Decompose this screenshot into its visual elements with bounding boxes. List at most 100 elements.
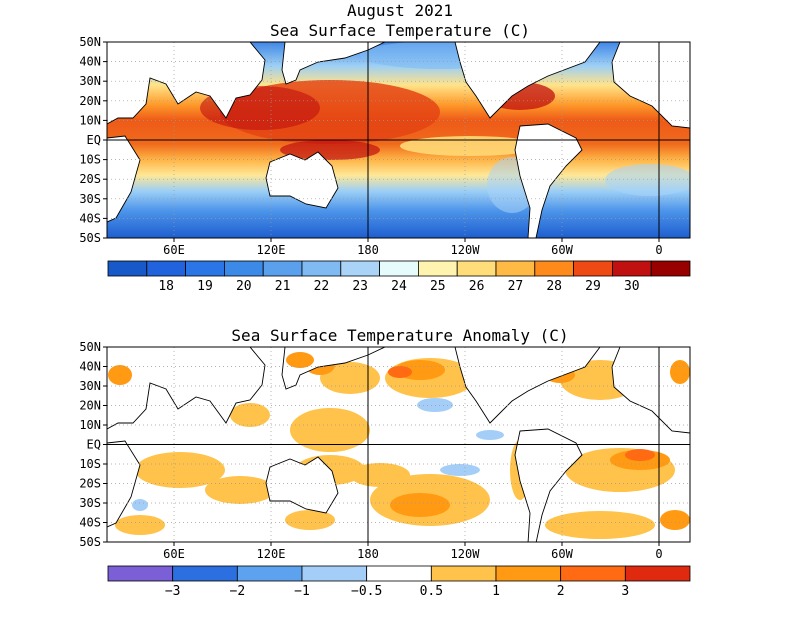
anomaly-field: [107, 347, 690, 542]
sst-colorbar-label: 24: [391, 279, 407, 294]
asia-africa-land: [107, 347, 266, 430]
sst-lat-label: 40N: [79, 55, 101, 69]
sst-colorbar: [107, 260, 691, 277]
anomaly-lon-label: 60E: [163, 547, 185, 561]
anomaly-lat-label: 40N: [79, 360, 101, 374]
anomaly-lat-label: 50N: [79, 340, 101, 354]
sst-lon-label: 120W: [451, 243, 481, 257]
sst-lat-label: 10N: [79, 113, 101, 127]
sst-lat-labels: 50N 40N 30N 20N 10N EQ 10S 20S 30S 40S 5…: [79, 35, 101, 245]
colorbar-swatch: [379, 260, 419, 277]
sst-lon-labels: 60E 120E 180 120W 60W 0: [163, 243, 662, 257]
colorbar-swatch: [340, 260, 380, 277]
sst-colorbar-label: 21: [275, 279, 291, 294]
colorbar-swatch: [612, 260, 652, 277]
sst-lat-label: 30S: [79, 192, 101, 206]
colorbar-swatch: [417, 260, 458, 277]
chart-title-month: August 2021: [347, 1, 453, 20]
colorbar-swatch: [560, 565, 626, 582]
anomaly-colorbar-labels: −3 −2 −1 −0.5 0.5 1 2 3: [165, 584, 629, 599]
south-america-land: [514, 428, 583, 542]
colorbar-swatch: [495, 260, 536, 277]
colorbar-swatch: [456, 260, 497, 277]
sst-lat-label: 20S: [79, 172, 101, 186]
colorbar-swatch: [146, 260, 187, 277]
north-asia-land: [281, 42, 386, 85]
sst-colorbar-label: 25: [430, 279, 446, 294]
anomaly-lat-label: 10N: [79, 418, 101, 432]
anomaly-lon-label: 60W: [551, 547, 573, 561]
anomaly-lat-label: 20N: [79, 399, 101, 413]
colorbar-swatch: [223, 260, 264, 277]
anomaly-lat-label: 30N: [79, 379, 101, 393]
sst-lat-label: EQ: [87, 133, 101, 147]
anomaly-lon-label: 180: [357, 547, 379, 561]
anomaly-lat-label: 20S: [79, 477, 101, 491]
sst-colorbar-label: 20: [236, 279, 252, 294]
asia-africa-land: [107, 42, 266, 125]
colorbar-swatch: [534, 260, 574, 277]
sst-colorbar-label: 23: [352, 279, 368, 294]
anomaly-lon-label: 0: [655, 547, 662, 561]
anomaly-colorbar: [107, 565, 691, 582]
sst-landmasses: [107, 42, 690, 238]
anomaly-lat-label: EQ: [87, 438, 101, 452]
sst-lat-label: 20N: [79, 94, 101, 108]
sst-lat-label: 50S: [79, 231, 101, 245]
sst-lon-label: 60W: [551, 243, 573, 257]
anomaly-colorbar-label: −2: [230, 584, 246, 599]
sst-colorbar-label: 30: [624, 279, 640, 294]
sst-lon-label: 180: [357, 243, 379, 257]
anomaly-colorbar-label: 2: [557, 584, 565, 599]
sst-gridlines: [107, 42, 690, 238]
anomaly-colorbar-label: 3: [621, 584, 629, 599]
sst-lat-label: 10S: [79, 153, 101, 167]
colorbar-swatch: [495, 565, 562, 582]
sst-colorbar-label: 28: [546, 279, 562, 294]
colorbar-swatch: [172, 565, 238, 582]
anomaly-lon-label: 120W: [451, 547, 481, 561]
south-america-land: [514, 123, 583, 238]
anomaly-colorbar-label: −0.5: [351, 584, 382, 599]
sst-colorbar-label: 22: [314, 279, 330, 294]
colorbar-swatch: [107, 565, 174, 582]
colorbar-swatch: [301, 565, 368, 582]
colorbar-swatch: [262, 260, 303, 277]
sst-colorbar-label: 19: [197, 279, 213, 294]
colorbar-swatch: [236, 565, 303, 582]
sst-colorbar-labels: 18 19 20 21 22 23 24 25 26 27 28 29 30: [158, 279, 639, 294]
colorbar-swatch: [107, 260, 148, 277]
sst-colorbar-label: 29: [585, 279, 601, 294]
colorbar-swatch: [301, 260, 342, 277]
sst-lon-label: 60E: [163, 243, 185, 257]
chart-title-sst: Sea Surface Temperature (C): [269, 21, 531, 40]
anomaly-colorbar-label: 1: [492, 584, 500, 599]
anomaly-lat-label: 40S: [79, 516, 101, 530]
anomaly-colorbar-label: 0.5: [420, 584, 443, 599]
anomaly-gridlines: [107, 347, 690, 542]
europe-africa-land: [611, 42, 690, 129]
colorbar-swatch: [573, 260, 613, 277]
sst-colorbar-label: 26: [469, 279, 485, 294]
sst-lon-label: 0: [655, 243, 662, 257]
sst-map: 50N 40N 30N 20N 10N EQ 10S 20S 30S 40S 5…: [79, 35, 691, 257]
africa-south-land: [107, 440, 141, 528]
sst-lat-label: 50N: [79, 35, 101, 49]
colorbar-swatch: [430, 565, 497, 582]
colorbar-swatch: [185, 260, 225, 277]
colorbar-swatch: [624, 565, 691, 582]
sst-colorbar-label: 18: [158, 279, 174, 294]
anomaly-lat-label: 10S: [79, 457, 101, 471]
australia-land: [265, 151, 339, 209]
anomaly-colorbar-label: −1: [294, 584, 310, 599]
colorbar-swatch: [366, 565, 432, 582]
anomaly-lon-label: 120E: [257, 547, 286, 561]
anomaly-lat-labels: 50N 40N 30N 20N 10N EQ 10S 20S 30S 40S 5…: [79, 340, 101, 549]
sst-lat-label: 40S: [79, 211, 101, 225]
anomaly-colorbar-label: −3: [165, 584, 181, 599]
sst-lat-label: 30N: [79, 74, 101, 88]
anomaly-lon-labels: 60E 120E 180 120W 60W 0: [163, 547, 662, 561]
chart-title-anomaly: Sea Surface Temperature Anomaly (C): [231, 326, 569, 345]
anomaly-lat-label: 30S: [79, 496, 101, 510]
